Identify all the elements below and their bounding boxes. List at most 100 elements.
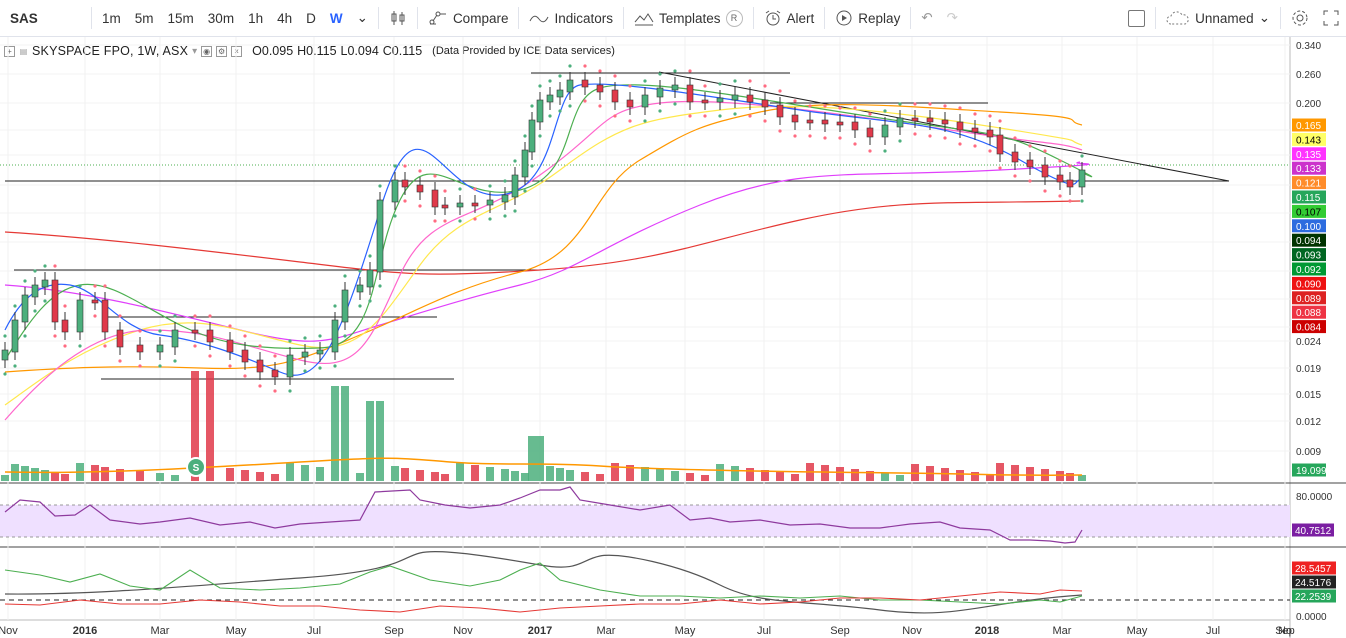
price-badge: [1292, 291, 1326, 305]
symbol-search[interactable]: SAS: [10, 10, 38, 26]
symbol-tag-icon: ▤: [19, 46, 28, 56]
time-label: Mar: [597, 625, 616, 637]
price-badge: [1292, 233, 1326, 247]
interval-w[interactable]: W: [329, 10, 343, 26]
price-badge: [1292, 176, 1326, 190]
price-badge-text: 0.107: [1296, 207, 1321, 218]
di-minus-line: [4, 589, 1083, 613]
redo-icon: ↷: [946, 10, 958, 25]
interval-4h[interactable]: 4h: [277, 10, 293, 26]
interval-dropdown[interactable]: ⌄: [350, 0, 375, 36]
price-tick: 0.015: [1296, 390, 1321, 401]
replay-button[interactable]: Replay: [828, 0, 907, 36]
indicators-label: Indicators: [554, 10, 613, 26]
time-label: Nov: [902, 625, 922, 637]
divider: [910, 7, 912, 29]
layout-name: Unnamed: [1195, 10, 1254, 26]
price-badge: [1292, 320, 1326, 334]
price-badge: [1292, 219, 1326, 233]
time-label: 2017: [528, 625, 552, 637]
drawings[interactable]: [5, 71, 1230, 380]
settings-small-icon[interactable]: ⚙: [216, 45, 228, 57]
moving-averages: [4, 83, 1093, 421]
interval-1m[interactable]: 1m: [102, 10, 121, 26]
divider: [824, 7, 826, 29]
close-icon[interactable]: ×: [231, 45, 243, 57]
dmi-badge: [1292, 589, 1336, 603]
volume-ma: [4, 457, 1083, 477]
toolbar-right: Unnamed ⌄: [1121, 0, 1346, 36]
replay-label: Replay: [858, 10, 901, 26]
chart-style-button[interactable]: [382, 0, 414, 36]
ma-red: [4, 200, 1081, 275]
divider: [377, 7, 379, 29]
interval-1h[interactable]: 1h: [248, 10, 264, 26]
chart-legend: + ▤ SKYSPACE FPO, 1W, ASX ▾ ◉ ⚙ × O0.095…: [4, 44, 615, 58]
grid: [0, 37, 1290, 620]
templates-label: Templates: [659, 10, 721, 26]
layout-menu[interactable]: Unnamed ⌄: [1159, 0, 1277, 36]
time-axis[interactable]: Nov 2016 Mar May Jul Sep Nov 2017 Mar May Jul Sep No…: [0, 625, 1295, 637]
rsi-line: [4, 486, 1083, 544]
price-badge: [1292, 147, 1326, 161]
series-title[interactable]: SKYSPACE FPO, 1W, ASX: [32, 44, 189, 58]
price-badge-text: 0.133: [1296, 164, 1321, 175]
alert-label: Alert: [786, 10, 815, 26]
trend-line[interactable]: [658, 71, 1230, 182]
divider: [752, 7, 754, 29]
price-badge: [1292, 262, 1326, 276]
price-badge: [1292, 305, 1326, 319]
price-badge: [1292, 248, 1326, 262]
collapse-legend-icon[interactable]: +: [4, 45, 15, 57]
chevron-down-icon[interactable]: ▾: [192, 45, 198, 57]
redo-button[interactable]: ↷: [940, 0, 965, 36]
chevron-down-icon: ⌄: [1258, 10, 1270, 25]
templates-shortcut: R: [725, 9, 743, 27]
time-label: May: [675, 625, 696, 637]
interval-30m[interactable]: 30m: [207, 10, 235, 26]
price-badges: 0.165 0.143 0.135 0.133 0.121 0.115 0.107 0.100…: [1292, 118, 1336, 603]
interval-5m[interactable]: 5m: [134, 10, 154, 26]
divider: [623, 7, 624, 29]
indicators-button[interactable]: Indicators: [522, 0, 620, 36]
volume-bars: [1, 371, 1086, 481]
templates-button[interactable]: Templates R: [627, 0, 750, 36]
price-axis[interactable]: 0.340 0.260 0.200 0.024 0.019 0.015 0.012 0.009…: [1296, 41, 1333, 623]
price-badge-text: 0.092: [1296, 265, 1321, 276]
checkbox-icon: [1128, 9, 1146, 27]
price-tick: 0.019: [1296, 364, 1321, 375]
indicators-icon: [530, 15, 549, 23]
interval-d[interactable]: D: [306, 10, 316, 26]
price-badge-text: 0.088: [1296, 308, 1321, 319]
compare-button[interactable]: Compare: [421, 0, 516, 36]
eye-icon[interactable]: ◉: [201, 45, 213, 57]
event-marker[interactable]: [186, 457, 206, 477]
alert-button[interactable]: Alert: [757, 0, 822, 36]
interval-15m[interactable]: 15m: [167, 10, 194, 26]
toggle-checkbox[interactable]: [1121, 0, 1152, 36]
time-label: May: [1127, 625, 1148, 637]
price-badge: [1292, 118, 1326, 132]
chevron-down-icon: ⌄: [356, 10, 368, 25]
rsi-badge: [1292, 523, 1334, 537]
fullscreen-button[interactable]: [1316, 0, 1346, 36]
price-badge-text: 0.100: [1296, 222, 1321, 233]
replay-icon: [836, 10, 852, 26]
alarm-clock-icon: [765, 10, 780, 26]
volume-badge-text: 19.099M: [1296, 466, 1335, 477]
price-tick: 0.012: [1296, 417, 1321, 428]
time-label: Mar: [1053, 625, 1072, 637]
price-badge-text: 0.094: [1296, 236, 1321, 247]
compare-label: Compare: [452, 10, 509, 26]
divider: [518, 7, 520, 29]
settings-button[interactable]: [1284, 0, 1316, 36]
price-badge-text: 0.165: [1296, 121, 1321, 132]
di-plus-line: [4, 562, 1083, 605]
time-label: Sep: [384, 625, 404, 637]
time-label: Jul: [757, 625, 771, 637]
dmi-zero-tick: 0.0000: [1296, 612, 1327, 623]
high-value: H0.115: [297, 44, 337, 58]
undo-button[interactable]: ↶: [914, 0, 939, 36]
price-badge-text: 0.093: [1296, 251, 1321, 262]
